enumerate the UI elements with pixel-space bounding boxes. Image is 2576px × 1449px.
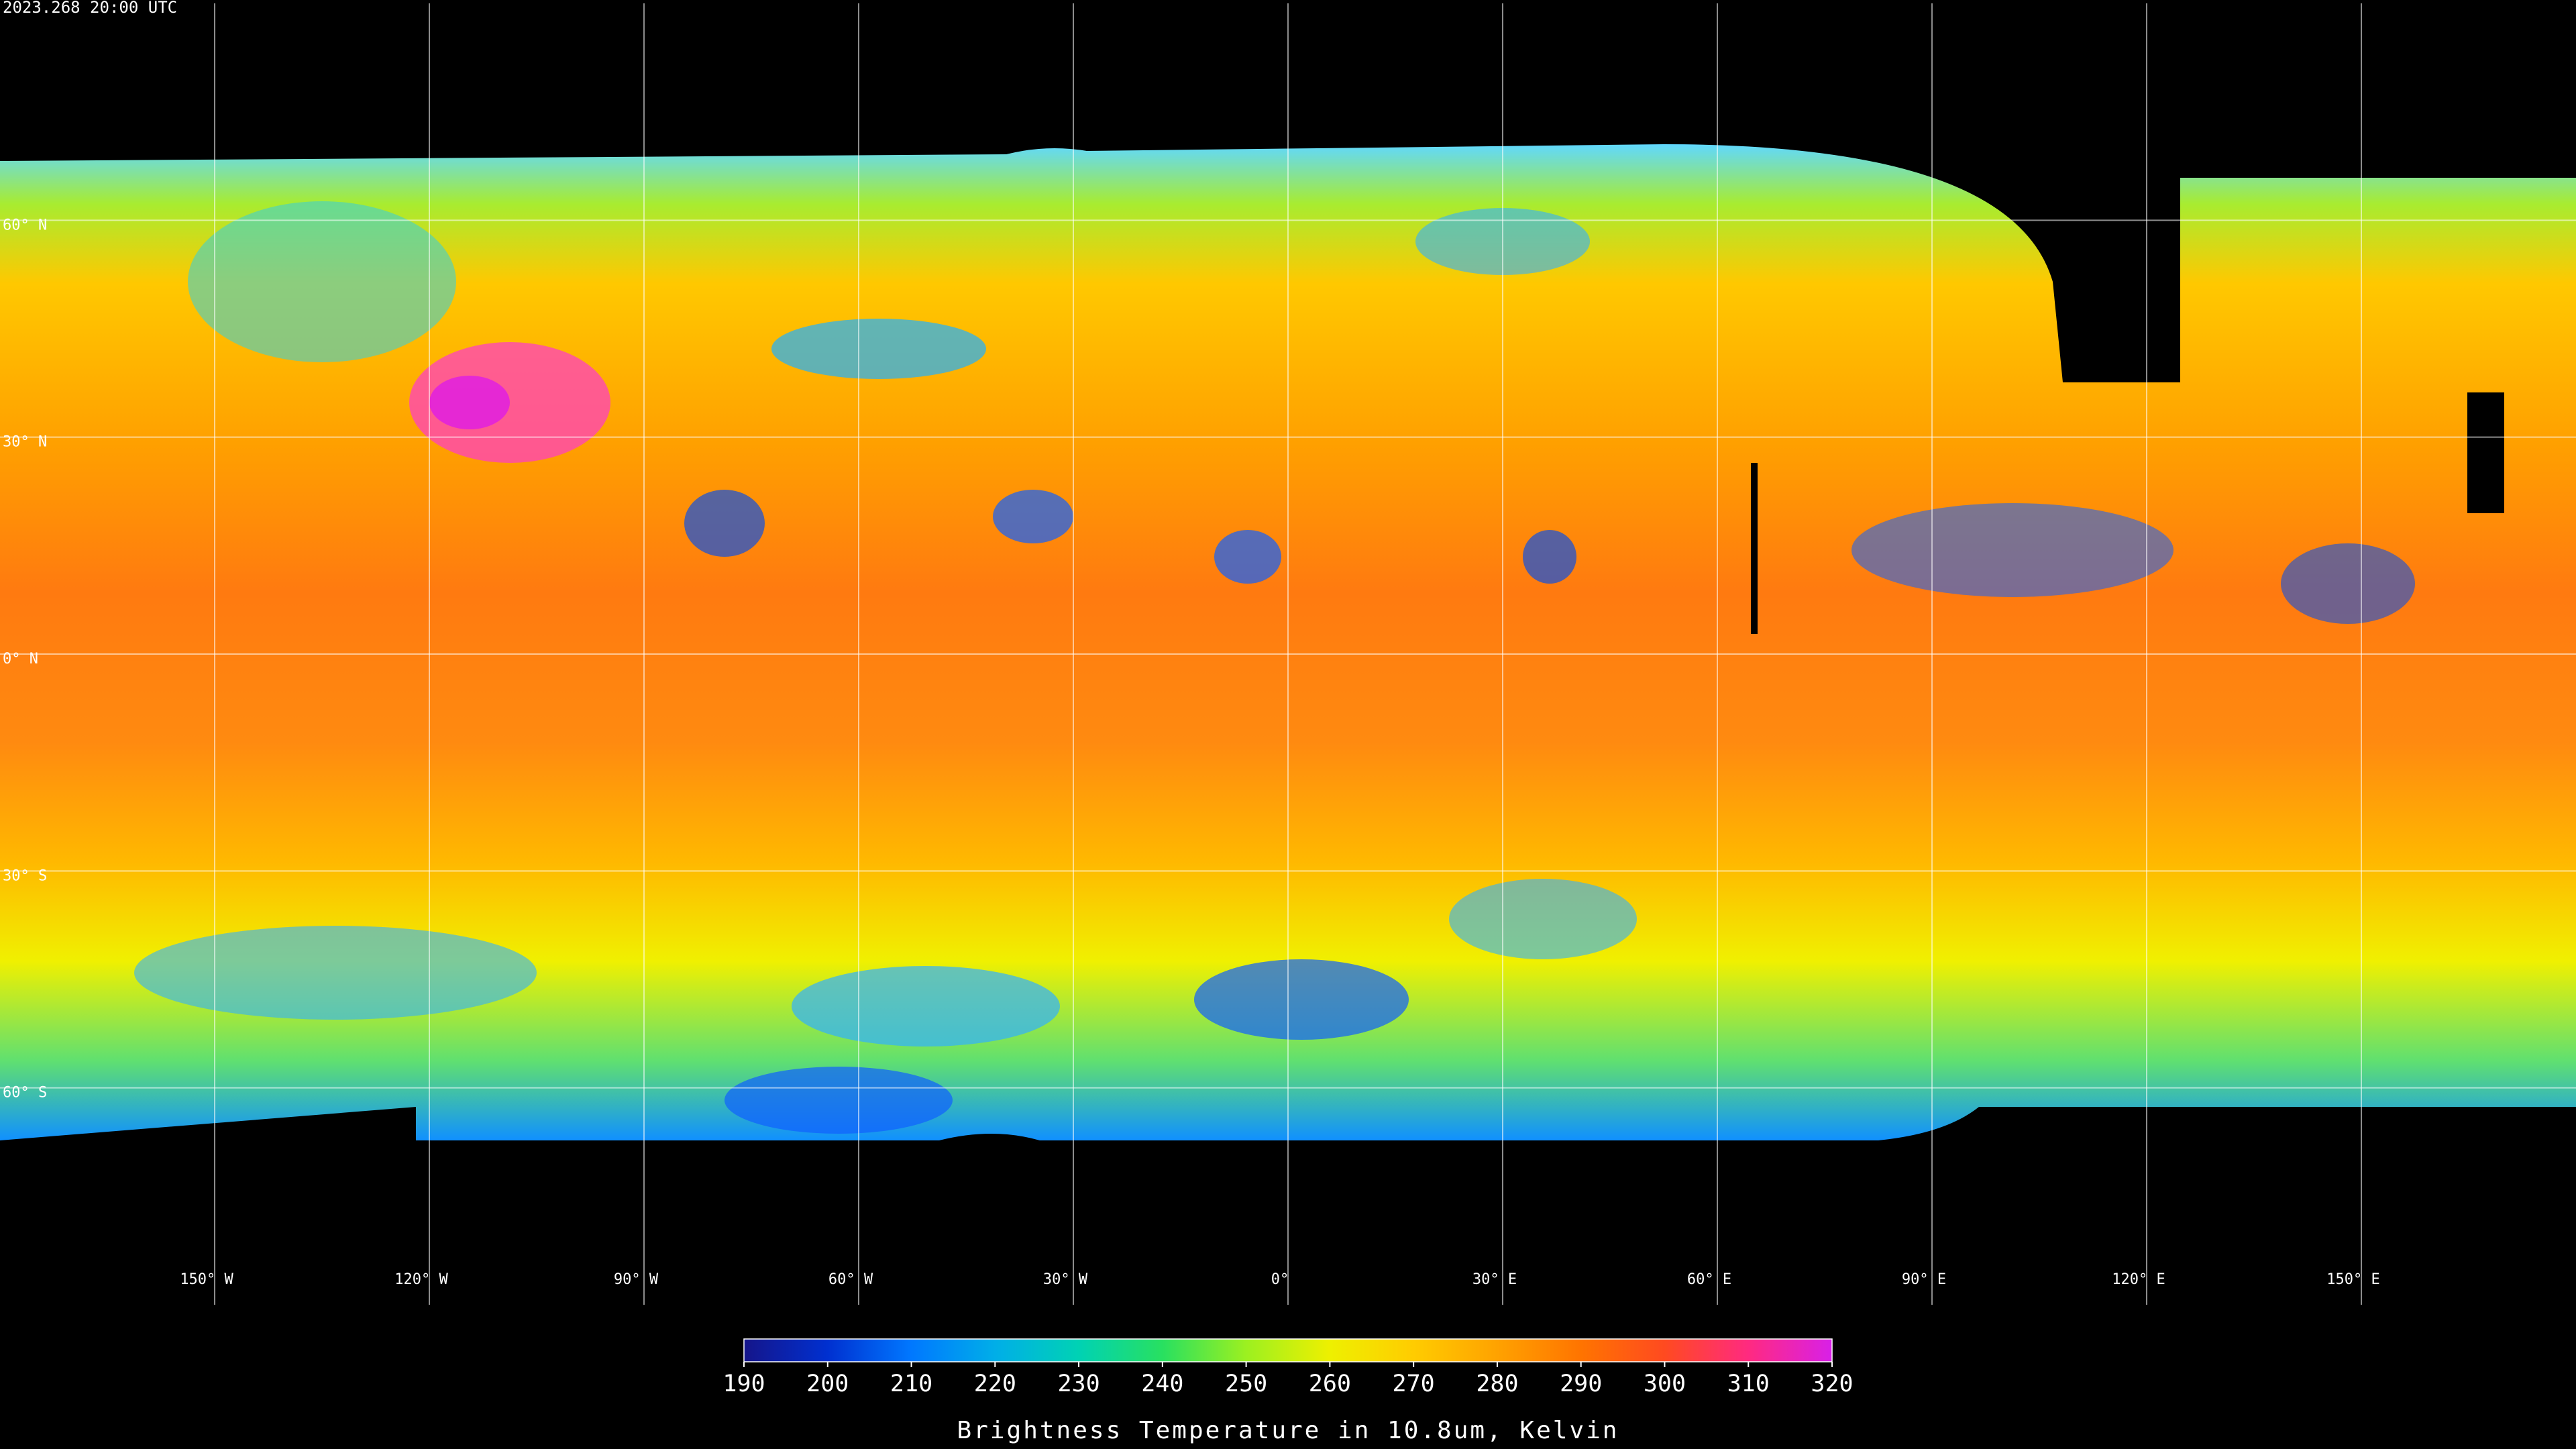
colorbar-tick-label: 190 [722, 1371, 765, 1397]
graticule: 60° N 30° N 0° N 30° S 60° S 150° W 120° W 90° … [0, 3, 2576, 1305]
lat-label: 30° N [3, 434, 47, 451]
colorbar-tick-label: 240 [1141, 1371, 1183, 1397]
colorbar-label: Brightness Temperature in 10.8um, Kelvin [957, 1417, 1619, 1444]
lon-label: 0° [1271, 1271, 1289, 1288]
lon-label: 150° E [2326, 1271, 2379, 1288]
lon-label: 90° E [1902, 1271, 1946, 1288]
lon-label: 60° W [828, 1271, 873, 1288]
colorbar-tick-label: 220 [974, 1371, 1016, 1397]
lon-label: 30° W [1043, 1271, 1088, 1288]
colorbar-tick-label: 270 [1393, 1371, 1435, 1397]
colorbar-tick-label: 320 [1811, 1371, 1853, 1397]
colorbar-tick-label: 230 [1057, 1371, 1099, 1397]
colorbar-scale [743, 1338, 1833, 1362]
colorbar-tick-label: 210 [890, 1371, 932, 1397]
colorbar-tick-label: 280 [1476, 1371, 1518, 1397]
lon-label: 90° W [614, 1271, 659, 1288]
colorbar: 190 200 210 220 230 240 250 260 270 280 290 300 310 3… [722, 1338, 1854, 1444]
colorbar-tick-label: 310 [1727, 1371, 1770, 1397]
lon-label: 120° E [2112, 1271, 2165, 1288]
lat-label: 60° N [3, 217, 47, 233]
lon-label: 150° W [180, 1271, 233, 1288]
lat-label: 60° S [3, 1085, 47, 1102]
colorbar-tick-label: 200 [806, 1371, 849, 1397]
colorbar-tick-label: 250 [1225, 1371, 1267, 1397]
colorbar-tick-label: 290 [1560, 1371, 1602, 1397]
lon-label: 30° E [1472, 1271, 1517, 1288]
timestamp: 2023.268 20:00 UTC [3, 0, 177, 17]
colorbar-tick-label: 300 [1644, 1371, 1686, 1397]
lat-label: 0° N [3, 651, 38, 667]
lon-label: 120° W [394, 1271, 448, 1288]
colorbar-tick-label: 260 [1309, 1371, 1351, 1397]
lon-label: 60° E [1687, 1271, 1731, 1288]
lat-label: 30° S [3, 867, 47, 884]
